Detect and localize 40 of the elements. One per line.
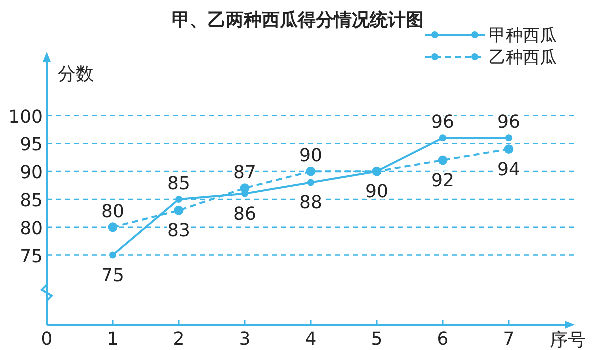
y-tick-label: 75: [20, 246, 43, 268]
data-label: 80: [102, 201, 124, 222]
data-label: 83: [168, 220, 190, 242]
data-label: 85: [168, 173, 190, 194]
y-tick-label: 80: [20, 218, 43, 240]
x-tick-label: 2: [173, 329, 185, 350]
x-tick-label: 7: [503, 329, 515, 350]
data-label: 75: [102, 265, 124, 286]
legend-label: 甲种西瓜: [489, 26, 557, 46]
x-axis-title: 序号: [550, 330, 586, 350]
y-tick-label: 85: [20, 190, 43, 212]
point: [504, 144, 514, 154]
data-label: 86: [234, 204, 256, 225]
y-tick-label: 90: [20, 162, 43, 184]
data-label: 90: [366, 182, 388, 203]
x-tick-label: 3: [239, 329, 251, 350]
legend-label: 乙种西瓜: [489, 48, 557, 68]
x-tick-label: 6: [437, 329, 449, 350]
x-tick-label: 1: [107, 329, 119, 350]
point: [308, 179, 314, 186]
y-tick-label: 95: [20, 134, 43, 156]
x-tick-label: 5: [371, 329, 383, 350]
point: [506, 134, 512, 142]
chart-title: 甲、乙两种西瓜得分情况统计图: [172, 10, 424, 31]
point: [108, 222, 118, 232]
x-tick-label: 0: [41, 329, 53, 350]
data-label: 92: [432, 170, 454, 192]
point: [438, 156, 448, 166]
point: [306, 166, 316, 176]
point: [176, 196, 182, 203]
data-label: 87: [234, 162, 256, 184]
data-label: 90: [300, 146, 322, 167]
x-tick-label: 4: [305, 329, 317, 350]
y-tick-label: 100: [8, 106, 43, 128]
point: [174, 206, 184, 216]
point: [440, 134, 446, 142]
point: [110, 252, 116, 259]
y-axis-title: 分数: [58, 64, 94, 85]
data-label: 96: [498, 112, 520, 134]
data-label: 96: [432, 112, 454, 134]
